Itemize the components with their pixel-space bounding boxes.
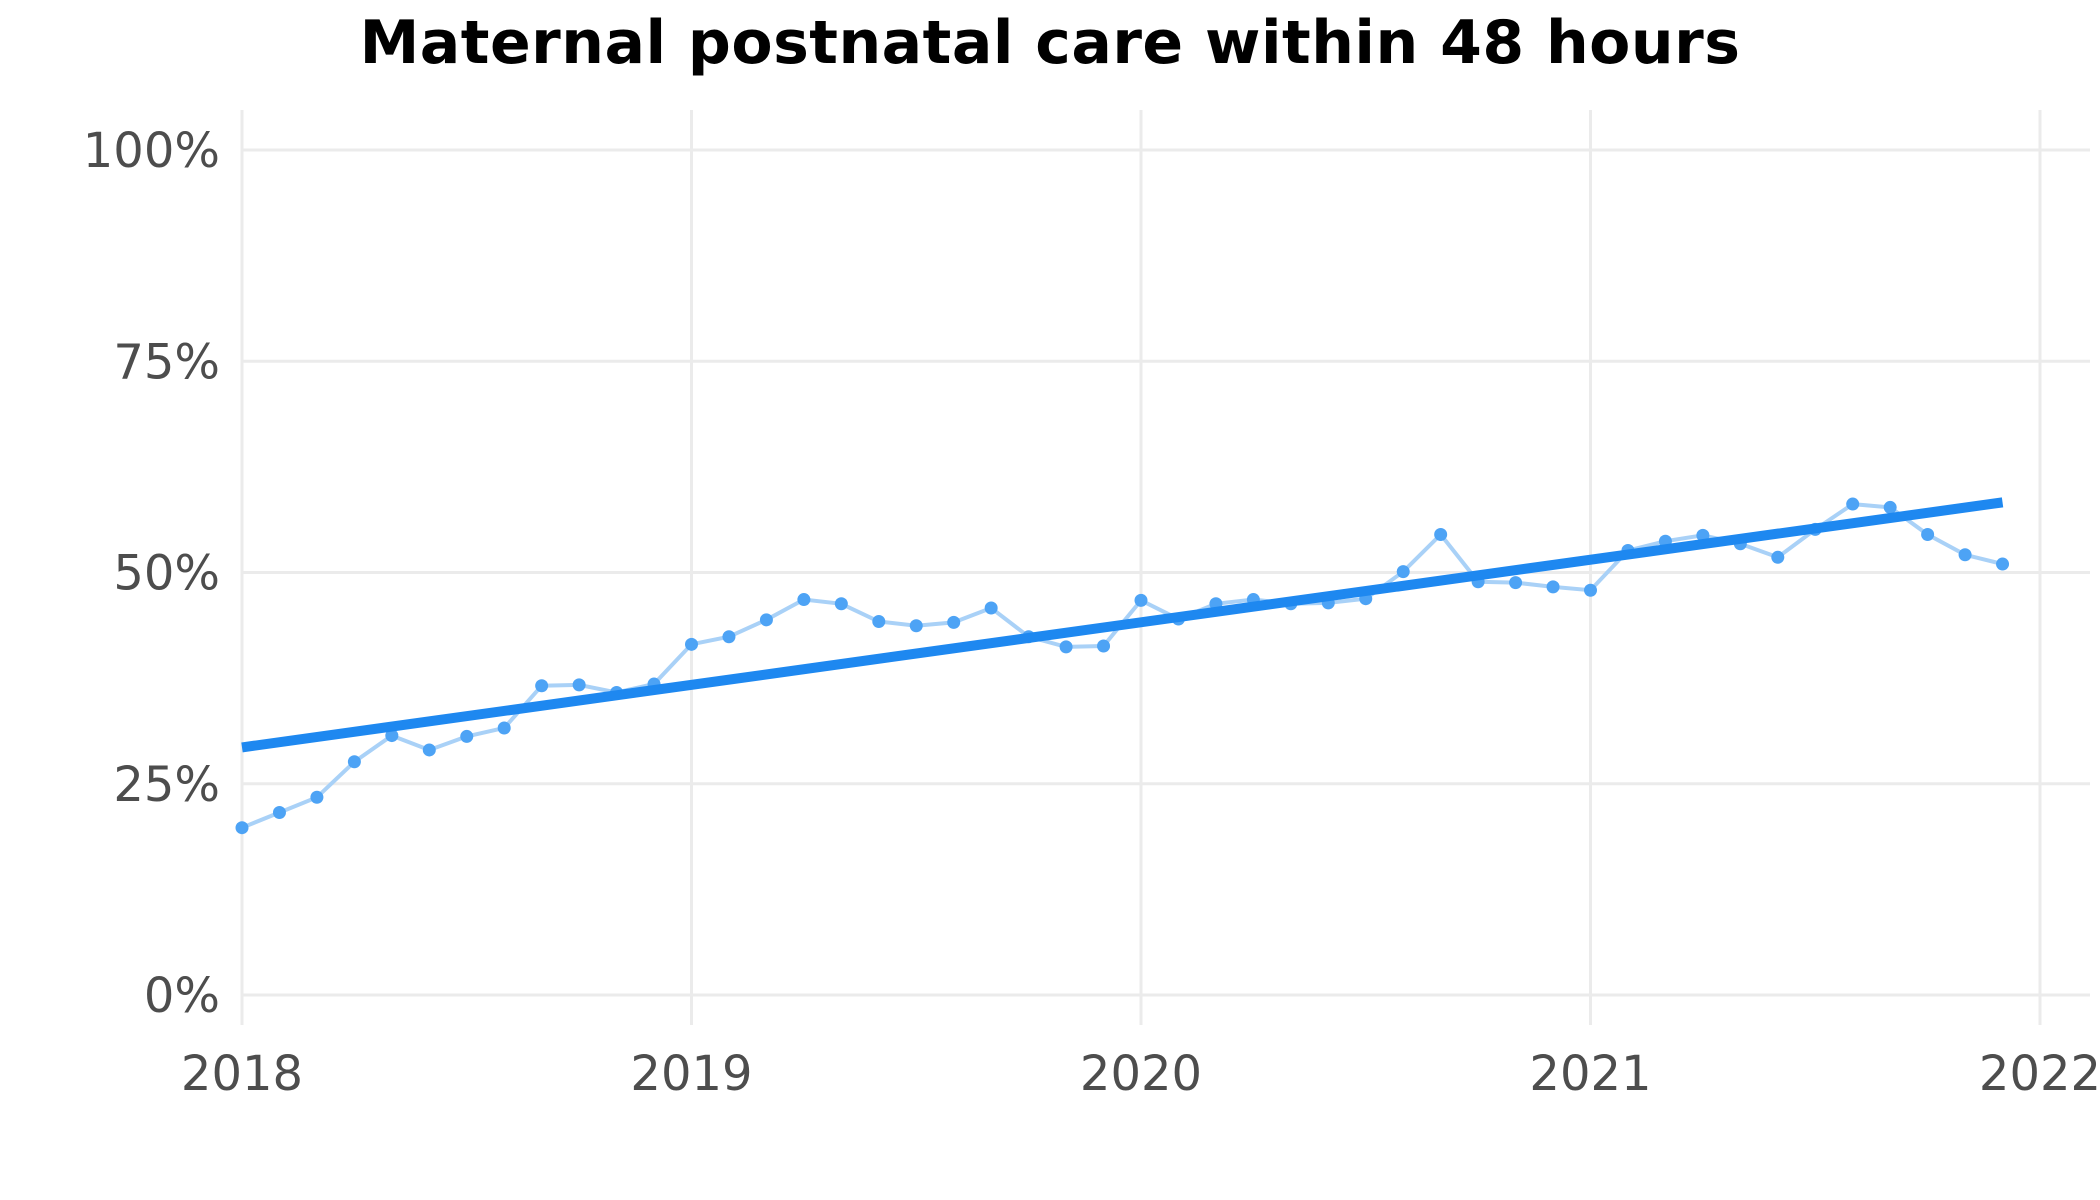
y-tick-label: 0%: [144, 968, 220, 1024]
data-point: [984, 601, 998, 615]
y-tick-label: 50%: [113, 546, 220, 602]
data-point: [422, 743, 436, 757]
x-tick-label: 2019: [630, 1046, 752, 1102]
x-tick-label: 2022: [1979, 1046, 2100, 1102]
data-point: [1771, 550, 1785, 564]
data-point: [1883, 500, 1897, 514]
series-line: [241, 502, 2003, 830]
data-point: [1134, 593, 1148, 607]
data-point: [347, 755, 361, 769]
x-tick-label: 2021: [1529, 1046, 1651, 1102]
data-point: [310, 790, 324, 804]
data-point: [1396, 565, 1410, 579]
y-tick-label: 75%: [113, 334, 220, 390]
data-point: [385, 729, 399, 743]
data-point: [1996, 557, 2010, 571]
x-tick-label: 2020: [1080, 1046, 1202, 1102]
data-point: [572, 678, 586, 692]
data-point: [535, 679, 549, 693]
data-point: [460, 729, 474, 743]
data-point: [1059, 640, 1073, 654]
data-point: [1846, 497, 1860, 511]
data-point: [1958, 548, 1972, 562]
data-point: [1584, 583, 1597, 597]
data-point: [1696, 528, 1710, 542]
data-point: [797, 593, 811, 607]
data-point: [1097, 639, 1111, 653]
data-point: [1921, 527, 1935, 541]
data-point: [759, 613, 773, 627]
data-point: [834, 597, 848, 611]
x-tick-label: 2018: [181, 1046, 303, 1102]
data-point: [1509, 576, 1523, 590]
data-point: [1546, 580, 1560, 594]
data-point: [235, 821, 249, 835]
y-tick-label: 100%: [83, 123, 220, 179]
chart-title: Maternal postnatal care within 48 hours: [359, 8, 1741, 78]
y-tick-label: 25%: [113, 757, 220, 813]
data-point: [685, 637, 698, 651]
data-point: [947, 615, 961, 629]
trend-line: [241, 497, 2004, 753]
data-point: [909, 619, 923, 633]
data-point: [722, 630, 736, 644]
data-point: [872, 615, 886, 629]
data-point: [272, 805, 286, 819]
data-point: [1434, 527, 1448, 541]
data-point: [497, 721, 511, 735]
